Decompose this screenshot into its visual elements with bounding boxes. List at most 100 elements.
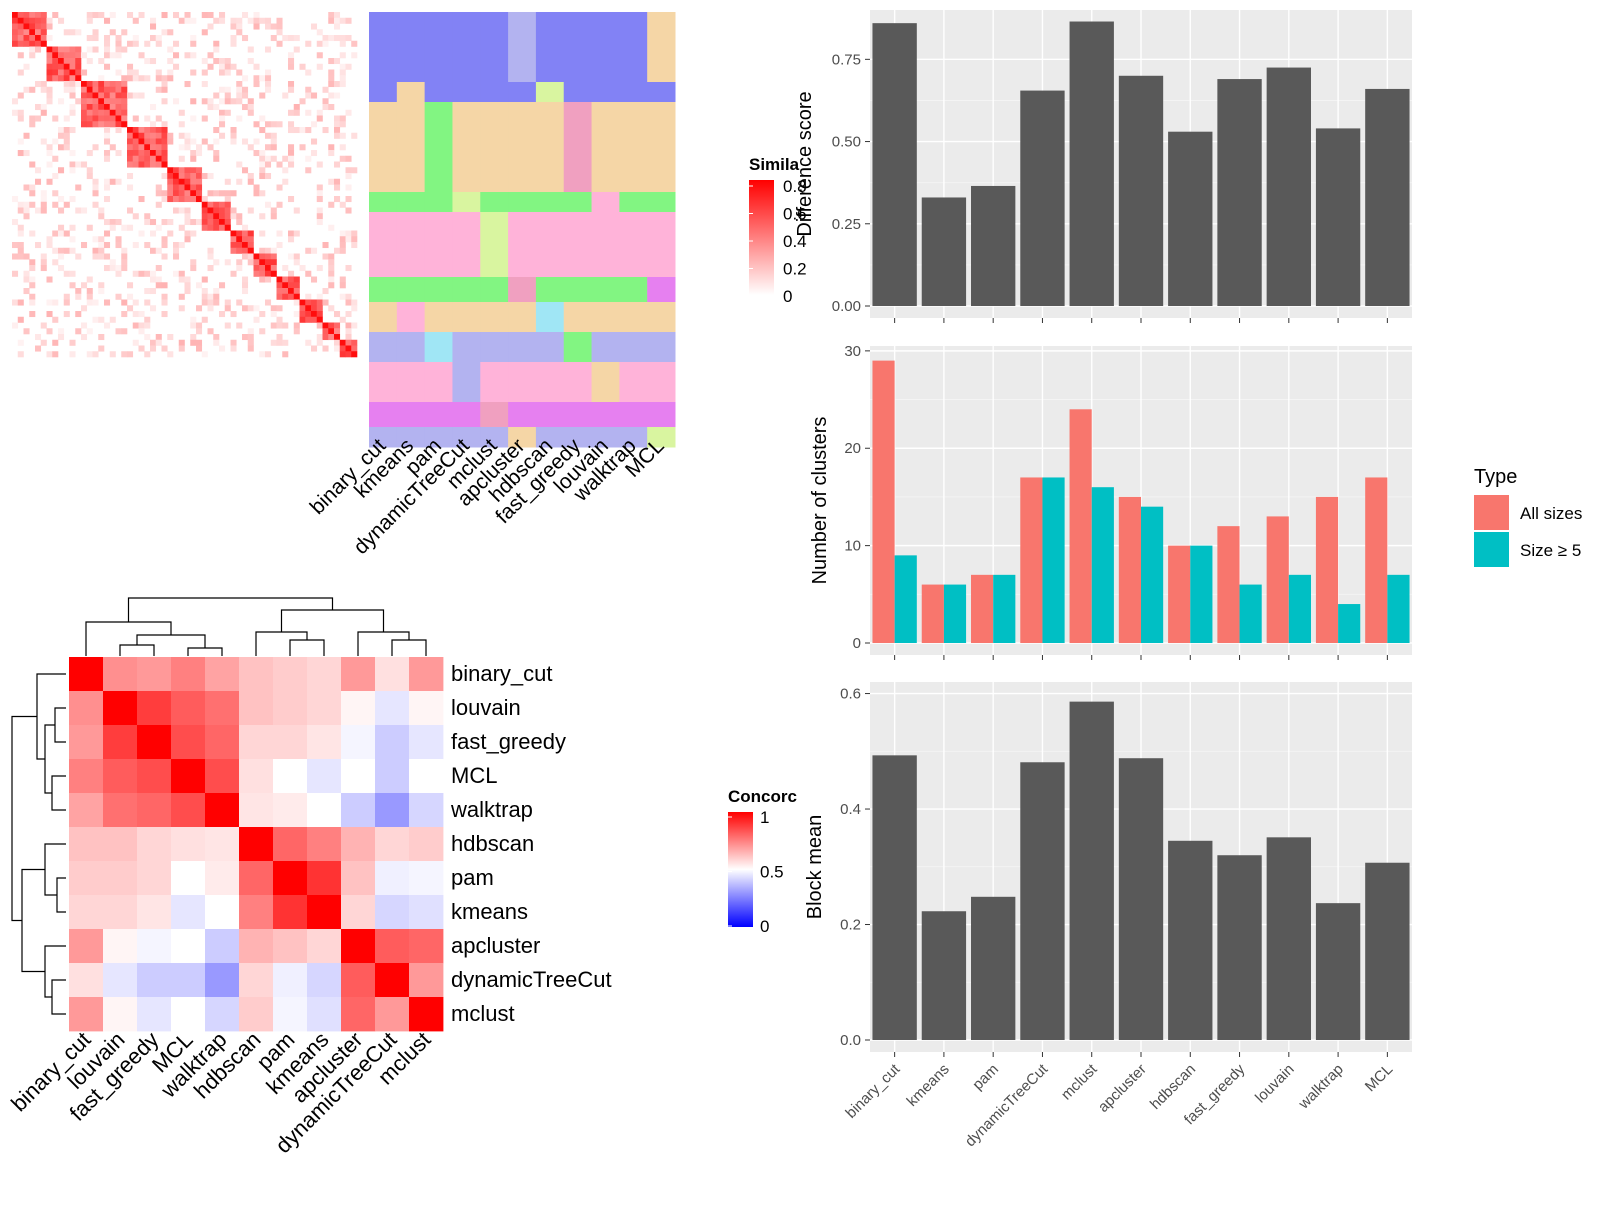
similarity-cell <box>63 52 70 59</box>
similarity-cell <box>150 132 157 139</box>
similarity-cell <box>178 207 185 214</box>
similarity-cell <box>311 276 318 283</box>
similarity-cell <box>265 23 272 30</box>
similarity-cell <box>178 345 185 352</box>
similarity-cell <box>92 190 99 197</box>
similarity-cell <box>178 178 185 185</box>
similarity-cell <box>236 98 243 105</box>
cluster-cell <box>647 402 676 428</box>
similarity-cell <box>178 132 185 139</box>
cluster-cell <box>424 427 453 448</box>
similarity-cell <box>86 104 93 111</box>
concordance-cell <box>103 725 138 760</box>
dendrogram-branch <box>44 945 66 998</box>
similarity-cell <box>81 305 88 312</box>
concordance-cell <box>307 691 342 726</box>
similarity-cell <box>293 109 300 116</box>
similarity-cell <box>293 230 300 237</box>
similarity-cell <box>322 104 329 111</box>
similarity-cell <box>299 316 306 323</box>
similarity-cell <box>311 311 318 318</box>
cluster-cell <box>535 212 565 278</box>
similarity-cell <box>305 247 312 254</box>
similarity-cell <box>138 155 145 162</box>
similarity-cell <box>98 247 105 254</box>
similarity-cell <box>98 81 105 88</box>
concordance-cell <box>205 861 240 896</box>
similarity-cell <box>98 104 105 111</box>
similarity-cell <box>127 207 134 214</box>
concordance-cell <box>103 997 138 1032</box>
similarity-cell <box>52 58 59 65</box>
similarity-cell <box>247 242 254 249</box>
similarity-cell <box>23 253 30 260</box>
similarity-cell <box>190 98 197 105</box>
similarity-cell <box>178 339 185 346</box>
similarity-cell <box>29 86 36 93</box>
similarity-cell <box>259 259 266 266</box>
similarity-cell <box>63 58 70 65</box>
similarity-cell <box>12 270 19 277</box>
similarity-cell <box>288 276 295 283</box>
similarity-cell <box>29 121 36 128</box>
similarity-cell <box>63 69 70 76</box>
similarity-cell <box>224 219 231 226</box>
similarity-cell <box>98 109 105 116</box>
similarity-cell <box>345 339 352 346</box>
similarity-cell <box>115 236 122 243</box>
similarity-cell <box>253 259 260 266</box>
concordance-cell <box>307 861 342 896</box>
similarity-cell <box>178 270 185 277</box>
similarity-cell <box>265 132 272 139</box>
column-dendrogram <box>85 597 427 656</box>
concordance-cell <box>409 861 444 896</box>
similarity-cell <box>224 69 231 76</box>
similarity-cell <box>35 35 42 42</box>
concordance-cell <box>409 759 444 794</box>
similarity-cell <box>69 52 76 59</box>
similarity-cell <box>132 127 139 134</box>
x-tick-label: dynamicTreeCut <box>962 1060 1052 1150</box>
similarity-cell <box>138 12 145 19</box>
similarity-cell <box>316 293 323 300</box>
similarity-cell <box>219 201 226 208</box>
similarity-cell <box>305 69 312 76</box>
similarity-cell <box>29 29 36 36</box>
similarity-cell <box>247 339 254 346</box>
similarity-cell <box>178 109 185 116</box>
cluster-cell <box>396 102 426 193</box>
similarity-cell <box>63 230 70 237</box>
similarity-cell <box>167 58 174 65</box>
similarity-cell <box>184 236 191 243</box>
similarity-cell <box>173 98 180 105</box>
similarity-legend: Simila 0.80.60.40.20 <box>749 155 807 306</box>
similarity-cell <box>201 173 208 180</box>
bar-all-sizes <box>1365 477 1388 643</box>
similarity-cell <box>121 92 128 99</box>
similarity-cell <box>190 167 197 174</box>
similarity-cell <box>167 138 174 145</box>
similarity-cell <box>276 316 283 323</box>
concordance-cell <box>137 793 172 828</box>
similarity-cell <box>138 270 145 277</box>
similarity-cell <box>144 322 151 329</box>
similarity-cell <box>127 293 134 300</box>
similarity-cell <box>259 253 266 260</box>
similarity-cell <box>144 115 151 122</box>
similarity-cell <box>236 299 243 306</box>
similarity-cell <box>236 236 243 243</box>
similarity-cell <box>150 150 157 157</box>
similarity-cell <box>109 86 116 93</box>
similarity-cell <box>345 155 352 162</box>
similarity-cell <box>230 138 237 145</box>
similarity-cell <box>311 299 318 306</box>
row-label: apcluster <box>451 933 540 958</box>
similarity-cell <box>351 339 358 346</box>
bar <box>872 23 917 307</box>
similarity-cell <box>109 29 116 36</box>
cluster-cell <box>480 12 509 83</box>
similarity-cell <box>104 98 111 105</box>
similarity-cell <box>173 247 180 254</box>
concordance-cell <box>273 657 308 692</box>
